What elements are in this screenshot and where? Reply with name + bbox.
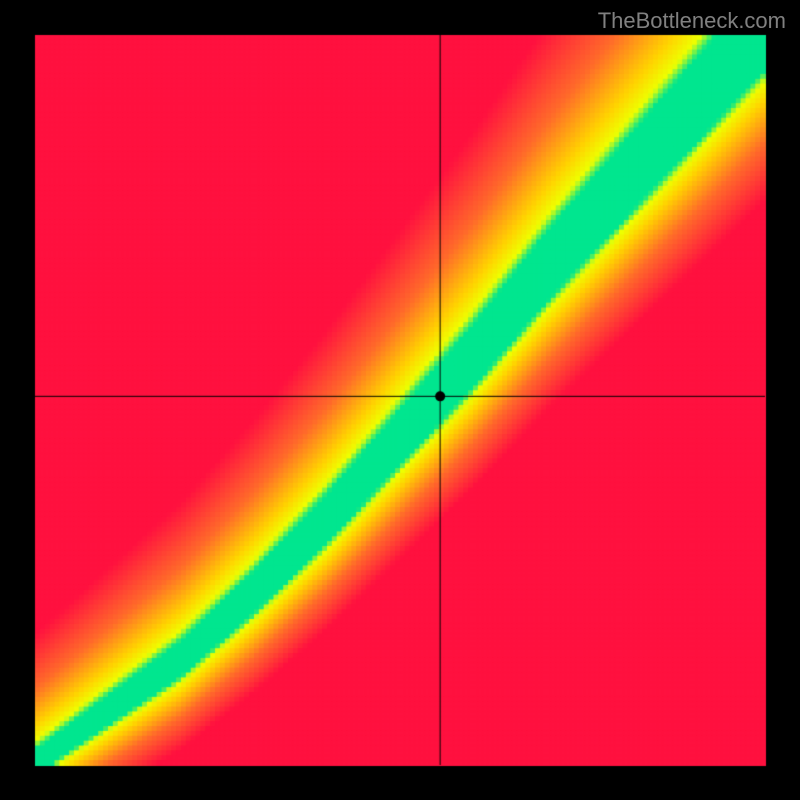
watermark-text: TheBottleneck.com (598, 8, 786, 34)
bottleneck-heatmap: TheBottleneck.com (0, 0, 800, 800)
heatmap-canvas (0, 0, 800, 800)
